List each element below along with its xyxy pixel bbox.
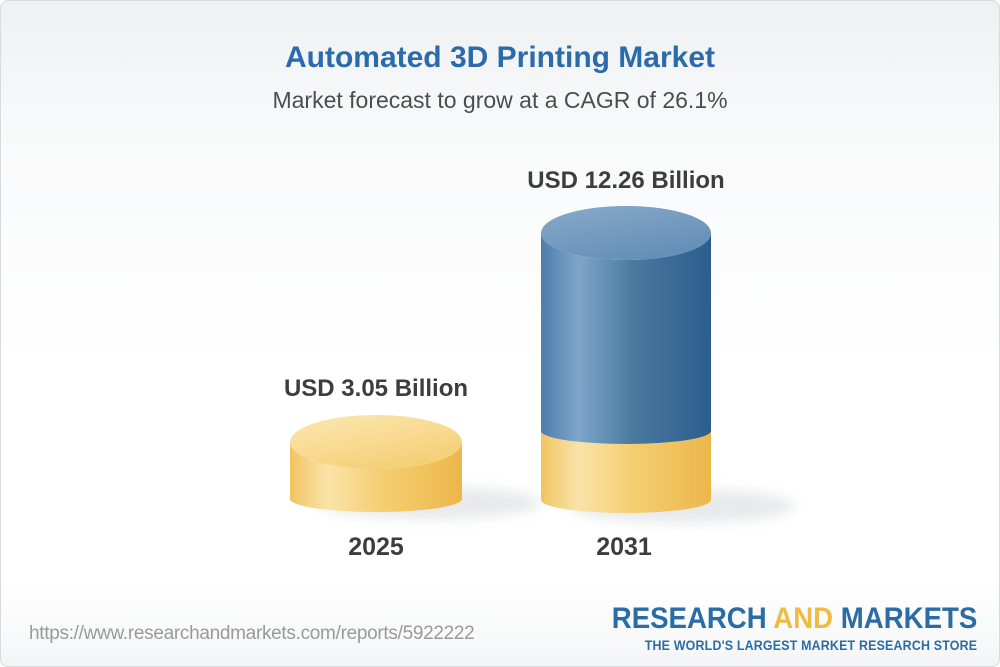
report-url: https://www.researchandmarkets.com/repor… (29, 623, 475, 644)
logo-word-research: RESEARCH (611, 602, 774, 635)
logo-word-markets: MARKETS (832, 602, 977, 635)
value-label-2031: USD 12.26 Billion (527, 167, 725, 194)
category-label-2025: 2025 (348, 533, 404, 561)
page-subtitle: Market forecast to grow at a CAGR of 26.… (272, 87, 728, 113)
bar-2031-base-segment (541, 431, 711, 513)
bar-2025-cylinder (290, 415, 462, 512)
page-title: Automated 3D Printing Market (284, 41, 716, 74)
bar-2031-cylinder (541, 206, 711, 513)
logo-word-and: AND (773, 602, 833, 635)
bar-2031-growth-segment (541, 233, 711, 444)
logo-wordmark: RESEARCH AND MARKETS (612, 603, 977, 635)
category-label-2031: 2031 (596, 533, 652, 561)
logo-tagline: THE WORLD'S LARGEST MARKET RESEARCH STOR… (644, 637, 977, 653)
value-label-2025: USD 3.05 Billion (283, 375, 469, 402)
research-and-markets-logo: RESEARCH AND MARKETS THE WORLD'S LARGEST… (612, 603, 977, 653)
